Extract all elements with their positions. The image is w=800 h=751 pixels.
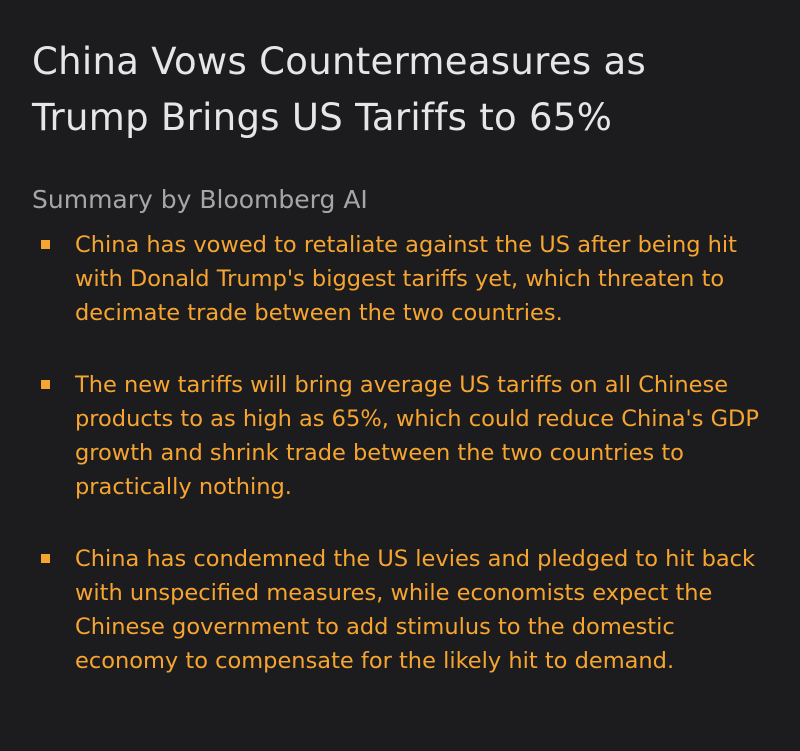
summary-label: Summary by Bloomberg AI: [32, 185, 368, 214]
summary-bullet: The new tariffs will bring average US ta…: [32, 368, 775, 504]
summary-bullet: China has condemned the US levies and pl…: [32, 542, 775, 678]
square-bullet-icon: [41, 554, 50, 563]
square-bullet-icon: [41, 240, 50, 249]
square-bullet-icon: [41, 380, 50, 389]
summary-bullet: China has vowed to retaliate against the…: [32, 228, 775, 330]
summary-bullet-list: China has vowed to retaliate against the…: [32, 228, 780, 678]
bullet-text: The new tariffs will bring average US ta…: [75, 372, 759, 500]
headline: China Vows Countermeasures as Trump Brin…: [32, 40, 647, 139]
bullet-text: China has condemned the US levies and pl…: [75, 546, 756, 674]
bullet-text: China has vowed to retaliate against the…: [75, 232, 737, 326]
